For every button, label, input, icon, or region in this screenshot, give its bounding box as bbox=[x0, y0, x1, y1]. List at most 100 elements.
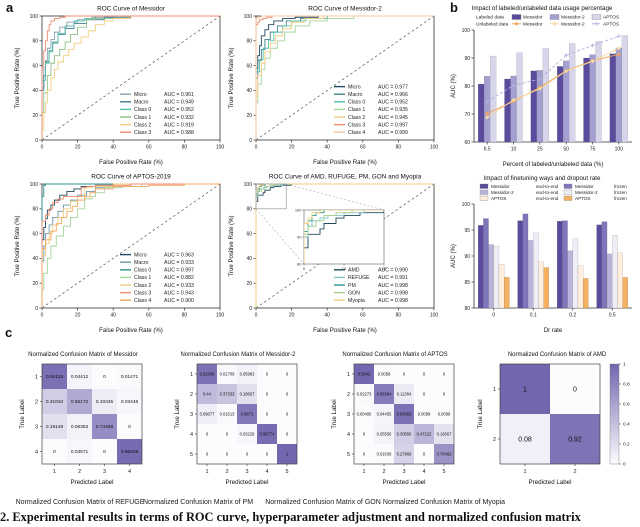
svg-text:0: 0 bbox=[403, 371, 406, 376]
svg-text:frozen: frozen bbox=[614, 184, 627, 189]
svg-text:Messidor-2: Messidor-2 bbox=[561, 22, 585, 28]
svg-text:0: 0 bbox=[266, 451, 269, 456]
panel-label-a: a bbox=[6, 0, 14, 15]
svg-text:0.27869: 0.27869 bbox=[397, 451, 413, 456]
svg-text:5: 5 bbox=[285, 469, 288, 475]
svg-text:40: 40 bbox=[110, 313, 116, 319]
svg-text:80: 80 bbox=[396, 145, 402, 151]
svg-text:90: 90 bbox=[297, 234, 302, 239]
svg-text:False Positive Rate (%): False Positive Rate (%) bbox=[313, 159, 377, 166]
subcaption-gon: Normalized Confusion Matrix of GON bbox=[265, 499, 381, 506]
svg-text:AMD: AMD bbox=[348, 268, 360, 274]
svg-text:AUC = 0.991: AUC = 0.991 bbox=[378, 275, 408, 281]
svg-text:AUC = 0.949: AUC = 0.949 bbox=[164, 100, 194, 106]
svg-text:2: 2 bbox=[190, 392, 193, 398]
confusion-matrix-amd: Normalized Confusion Matrix of AMD 1 0 0.08… bbox=[477, 352, 630, 486]
svg-text:True Label: True Label bbox=[174, 399, 181, 428]
svg-text:ROC Curve of Messidor-2: ROC Curve of Messidor-2 bbox=[308, 6, 382, 13]
svg-text:0: 0 bbox=[423, 451, 426, 456]
svg-text:0.8: 0.8 bbox=[623, 382, 630, 388]
svg-text:0: 0 bbox=[266, 371, 269, 376]
panel-label-c: c bbox=[5, 325, 13, 340]
svg-text:0.05983: 0.05983 bbox=[240, 371, 256, 376]
svg-text:100: 100 bbox=[244, 182, 253, 188]
svg-text:0.16667: 0.16667 bbox=[437, 431, 453, 436]
svg-text:3: 3 bbox=[103, 469, 106, 475]
panel-label-b: b bbox=[450, 0, 458, 15]
svg-text:Class 3: Class 3 bbox=[134, 130, 151, 136]
svg-text:AUC = 0.988: AUC = 0.988 bbox=[164, 130, 194, 136]
svg-text:end-to-end: end-to-end bbox=[536, 184, 559, 189]
svg-text:0: 0 bbox=[226, 431, 229, 436]
svg-text:Macro: Macro bbox=[134, 260, 149, 266]
svg-text:4: 4 bbox=[128, 469, 131, 475]
svg-text:Predicted Label: Predicted Label bbox=[383, 479, 426, 486]
svg-text:False Positive Rate (%): False Positive Rate (%) bbox=[99, 327, 163, 334]
svg-text:Messidor: Messidor bbox=[575, 184, 594, 189]
svg-text:95: 95 bbox=[464, 228, 470, 234]
svg-text:Macro: Macro bbox=[348, 92, 363, 98]
svg-text:AUC = 0.997: AUC = 0.997 bbox=[378, 122, 408, 128]
svg-text:20: 20 bbox=[75, 313, 81, 319]
svg-text:0.18667: 0.18667 bbox=[240, 391, 256, 396]
svg-text:0.10345: 0.10345 bbox=[96, 399, 114, 405]
svg-text:0.01471: 0.01471 bbox=[121, 374, 139, 380]
svg-text:0: 0 bbox=[266, 391, 269, 396]
svg-text:40: 40 bbox=[246, 88, 252, 94]
svg-text:Impact of labeled/unlabeled da: Impact of labeled/unlabeled data usage p… bbox=[472, 5, 613, 12]
roc-chart-messidor: 00 20 20 40 40 60 60 80 80 100 100 ROC Curve of Mes… bbox=[14, 6, 224, 167]
svg-text:0: 0 bbox=[623, 462, 626, 468]
svg-text:ROC Curve of Messidor: ROC Curve of Messidor bbox=[97, 6, 166, 13]
svg-text:0.11364: 0.11364 bbox=[397, 391, 412, 396]
svg-text:AUC (%): AUC (%) bbox=[451, 244, 457, 268]
svg-text:90: 90 bbox=[464, 56, 470, 62]
svg-text:100: 100 bbox=[30, 182, 39, 188]
svg-text:80: 80 bbox=[182, 313, 188, 319]
svg-text:Normalized Confusion Matrix of: Normalized Confusion Matrix of Messidor-… bbox=[180, 352, 296, 358]
svg-text:0.74468: 0.74468 bbox=[96, 424, 114, 430]
svg-text:100: 100 bbox=[430, 145, 439, 151]
svg-text:5: 5 bbox=[347, 452, 350, 458]
svg-text:Class 2: Class 2 bbox=[348, 115, 365, 121]
svg-text:0: 0 bbox=[35, 306, 38, 312]
svg-text:Macro: Macro bbox=[134, 100, 149, 106]
svg-text:5: 5 bbox=[442, 469, 445, 475]
svg-text:0: 0 bbox=[35, 138, 38, 144]
svg-text:0.5: 0.5 bbox=[609, 313, 616, 319]
svg-text:True Label: True Label bbox=[477, 399, 484, 428]
svg-text:40: 40 bbox=[32, 88, 38, 94]
svg-text:0: 0 bbox=[226, 451, 229, 456]
svg-text:AUC = 0.961: AUC = 0.961 bbox=[164, 92, 194, 98]
svg-text:0: 0 bbox=[363, 431, 366, 436]
svg-text:60: 60 bbox=[464, 140, 470, 146]
subcaption-refuge: Normalized Confusion Matrix of REFUGE bbox=[15, 499, 145, 506]
svg-text:80: 80 bbox=[32, 39, 38, 45]
svg-text:1: 1 bbox=[523, 386, 527, 393]
svg-text:AUC = 0.963: AUC = 0.963 bbox=[164, 252, 194, 258]
svg-text:REFUGE: REFUGE bbox=[348, 275, 370, 281]
svg-text:5: 5 bbox=[190, 452, 193, 458]
svg-text:AUC = 0.998: AUC = 0.998 bbox=[378, 290, 408, 296]
svg-text:60: 60 bbox=[32, 231, 38, 237]
svg-text:40: 40 bbox=[246, 256, 252, 262]
svg-text:Messidor-2: Messidor-2 bbox=[561, 15, 585, 21]
svg-text:Percent of labeled/unlabeled d: Percent of labeled/unlabeled data (%) bbox=[503, 162, 603, 168]
svg-text:AUC = 0.999: AUC = 0.999 bbox=[378, 130, 408, 136]
svg-text:AUC = 0.966: AUC = 0.966 bbox=[378, 92, 408, 98]
svg-text:frozen: frozen bbox=[614, 190, 627, 195]
svg-text:6.5: 6.5 bbox=[484, 147, 491, 153]
svg-text:4: 4 bbox=[347, 432, 350, 438]
svg-text:0.86364: 0.86364 bbox=[377, 391, 393, 396]
svg-text:Class 0: Class 0 bbox=[134, 268, 151, 274]
svg-text:0: 0 bbox=[103, 449, 106, 455]
svg-text:4: 4 bbox=[422, 469, 425, 475]
svg-text:AUC = 0.998: AUC = 0.998 bbox=[378, 298, 408, 304]
svg-text:25: 25 bbox=[537, 147, 543, 153]
svg-text:0: 0 bbox=[423, 371, 426, 376]
bar-chart-labeled-unlabeled: Impact of labeled/unlabeled data usage p… bbox=[451, 5, 632, 168]
svg-text:0.37333: 0.37333 bbox=[220, 391, 236, 396]
svg-text:0: 0 bbox=[303, 266, 306, 271]
svg-text:Class 2: Class 2 bbox=[134, 283, 151, 289]
svg-text:3: 3 bbox=[35, 424, 38, 430]
